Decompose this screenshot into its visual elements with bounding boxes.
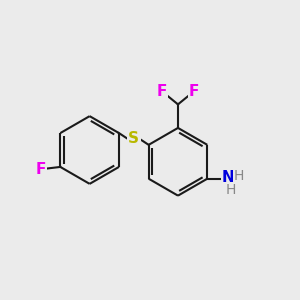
Text: F: F xyxy=(189,84,200,99)
Text: S: S xyxy=(128,131,139,146)
Text: H: H xyxy=(234,169,244,183)
Text: H: H xyxy=(226,183,236,197)
Text: F: F xyxy=(36,162,46,177)
Text: N: N xyxy=(221,170,234,185)
Text: F: F xyxy=(157,84,167,99)
